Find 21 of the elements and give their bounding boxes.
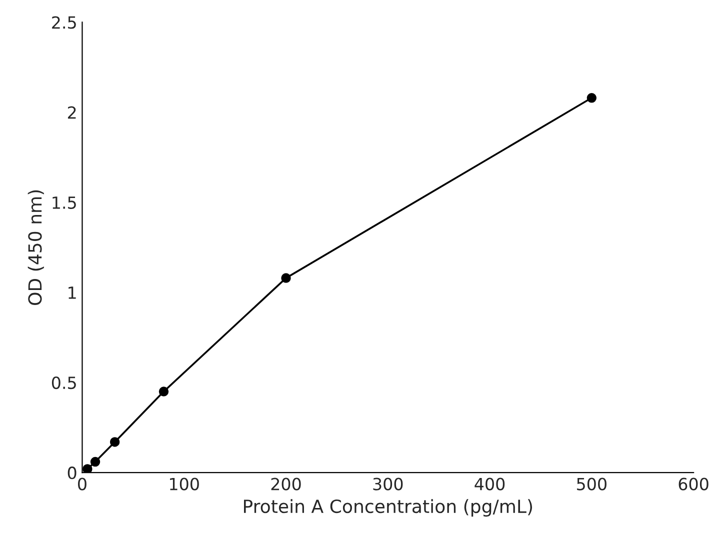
y-tick-label: 0.5 (52, 376, 76, 390)
x-axis-title: Protein A Concentration (pg/mL) (244, 499, 532, 517)
y-tick-label: 1 (68, 286, 76, 299)
x-tick-label: 200 (271, 478, 301, 490)
point (110, 437, 120, 447)
point (158, 386, 169, 396)
x-tick-label: 400 (474, 478, 505, 490)
point (90, 456, 100, 467)
point (586, 93, 597, 103)
x-tick-label: 100 (170, 478, 199, 490)
y-tick-label: 2 (68, 106, 76, 119)
x-tick-label: 600 (678, 478, 708, 490)
y-tick-label: 2.5 (52, 16, 76, 29)
x-tick-label: 300 (373, 478, 403, 490)
y-tick-label: 0 (68, 466, 76, 480)
x-tick-label: 0 (78, 478, 86, 490)
point (281, 273, 291, 283)
point (82, 464, 92, 473)
x-tick-label: 500 (577, 478, 606, 490)
y-axis-title: OD (450 nm) (28, 190, 44, 305)
y-tick-label: 1.5 (52, 196, 76, 209)
